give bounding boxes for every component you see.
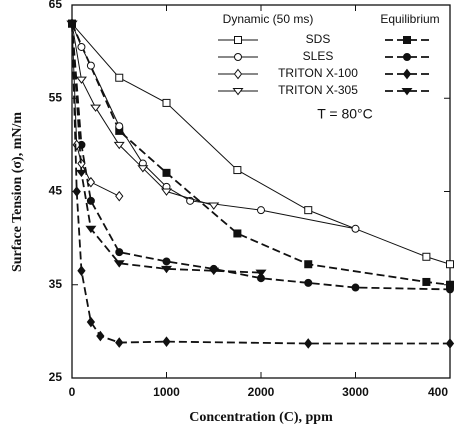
marker — [115, 73, 124, 82]
x-tick-label: 400 — [428, 385, 448, 399]
marker — [77, 265, 86, 277]
marker — [72, 186, 81, 197]
marker — [402, 68, 412, 80]
equilibrium-line — [71, 23, 451, 291]
marker — [86, 196, 95, 205]
marker — [208, 202, 220, 210]
marker — [255, 269, 267, 277]
legend-label: SDS — [306, 32, 331, 46]
marker — [86, 316, 96, 328]
legend-label: TRITON X-305 — [278, 83, 358, 97]
legend-header: Dynamic (50 ms) — [223, 12, 314, 26]
marker — [77, 42, 86, 51]
marker — [115, 248, 124, 257]
marker — [422, 277, 431, 286]
marker — [162, 336, 171, 347]
marker — [445, 338, 455, 349]
marker — [75, 169, 87, 178]
marker — [208, 267, 220, 276]
marker — [90, 104, 102, 112]
marker — [232, 88, 244, 96]
x-axis-title: Concentration (C), ppm — [189, 410, 333, 425]
marker — [162, 257, 171, 266]
marker — [86, 61, 95, 70]
y-tick-label: 45 — [49, 184, 63, 198]
marker — [446, 285, 454, 294]
marker — [85, 225, 97, 234]
dynamic-line — [71, 23, 451, 265]
equilibrium-line — [71, 23, 262, 274]
y-tick-label: 65 — [49, 0, 63, 11]
marker — [137, 165, 149, 173]
y-tick-label: 25 — [49, 370, 63, 384]
marker — [233, 68, 243, 80]
marker — [66, 20, 78, 28]
marker — [115, 190, 124, 202]
marker — [257, 206, 265, 215]
marker — [234, 36, 242, 44]
legend-header: Equilibrium — [380, 12, 439, 26]
marker — [304, 206, 313, 215]
legend-label: TRITON X-100 — [278, 66, 358, 80]
annotation: T = 80°C — [317, 106, 373, 122]
marker — [96, 330, 105, 342]
marker — [351, 283, 360, 292]
marker — [234, 53, 242, 61]
marker — [162, 98, 171, 107]
marker — [161, 188, 172, 196]
marker — [233, 166, 242, 175]
marker — [113, 260, 125, 268]
y-axis-title: Surface Tension (σ), mN/m — [10, 112, 25, 272]
marker — [304, 260, 313, 269]
marker — [351, 224, 360, 233]
marker — [161, 265, 172, 274]
marker — [113, 141, 125, 150]
x-tick-label: 2000 — [248, 385, 275, 399]
marker — [75, 76, 87, 84]
marker — [86, 176, 96, 188]
legend-label: SLES — [303, 49, 334, 63]
dynamic-line — [71, 23, 214, 206]
y-tick-label: 35 — [49, 277, 63, 291]
marker — [403, 53, 411, 61]
marker — [162, 168, 171, 177]
marker — [304, 338, 313, 349]
marker — [422, 252, 431, 261]
marker — [115, 337, 124, 348]
marker — [446, 260, 454, 269]
marker — [233, 229, 242, 238]
marker — [304, 278, 313, 287]
x-tick-label: 3000 — [342, 385, 369, 399]
y-tick-label: 55 — [49, 90, 63, 104]
marker — [401, 88, 413, 96]
marker — [403, 36, 411, 44]
x-tick-label: 0 — [69, 385, 76, 399]
plot-frame — [71, 4, 451, 379]
marker — [115, 122, 124, 131]
x-tick-label: 1000 — [153, 385, 180, 399]
